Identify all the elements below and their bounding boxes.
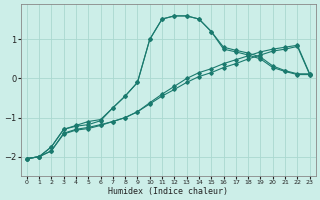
X-axis label: Humidex (Indice chaleur): Humidex (Indice chaleur)	[108, 187, 228, 196]
